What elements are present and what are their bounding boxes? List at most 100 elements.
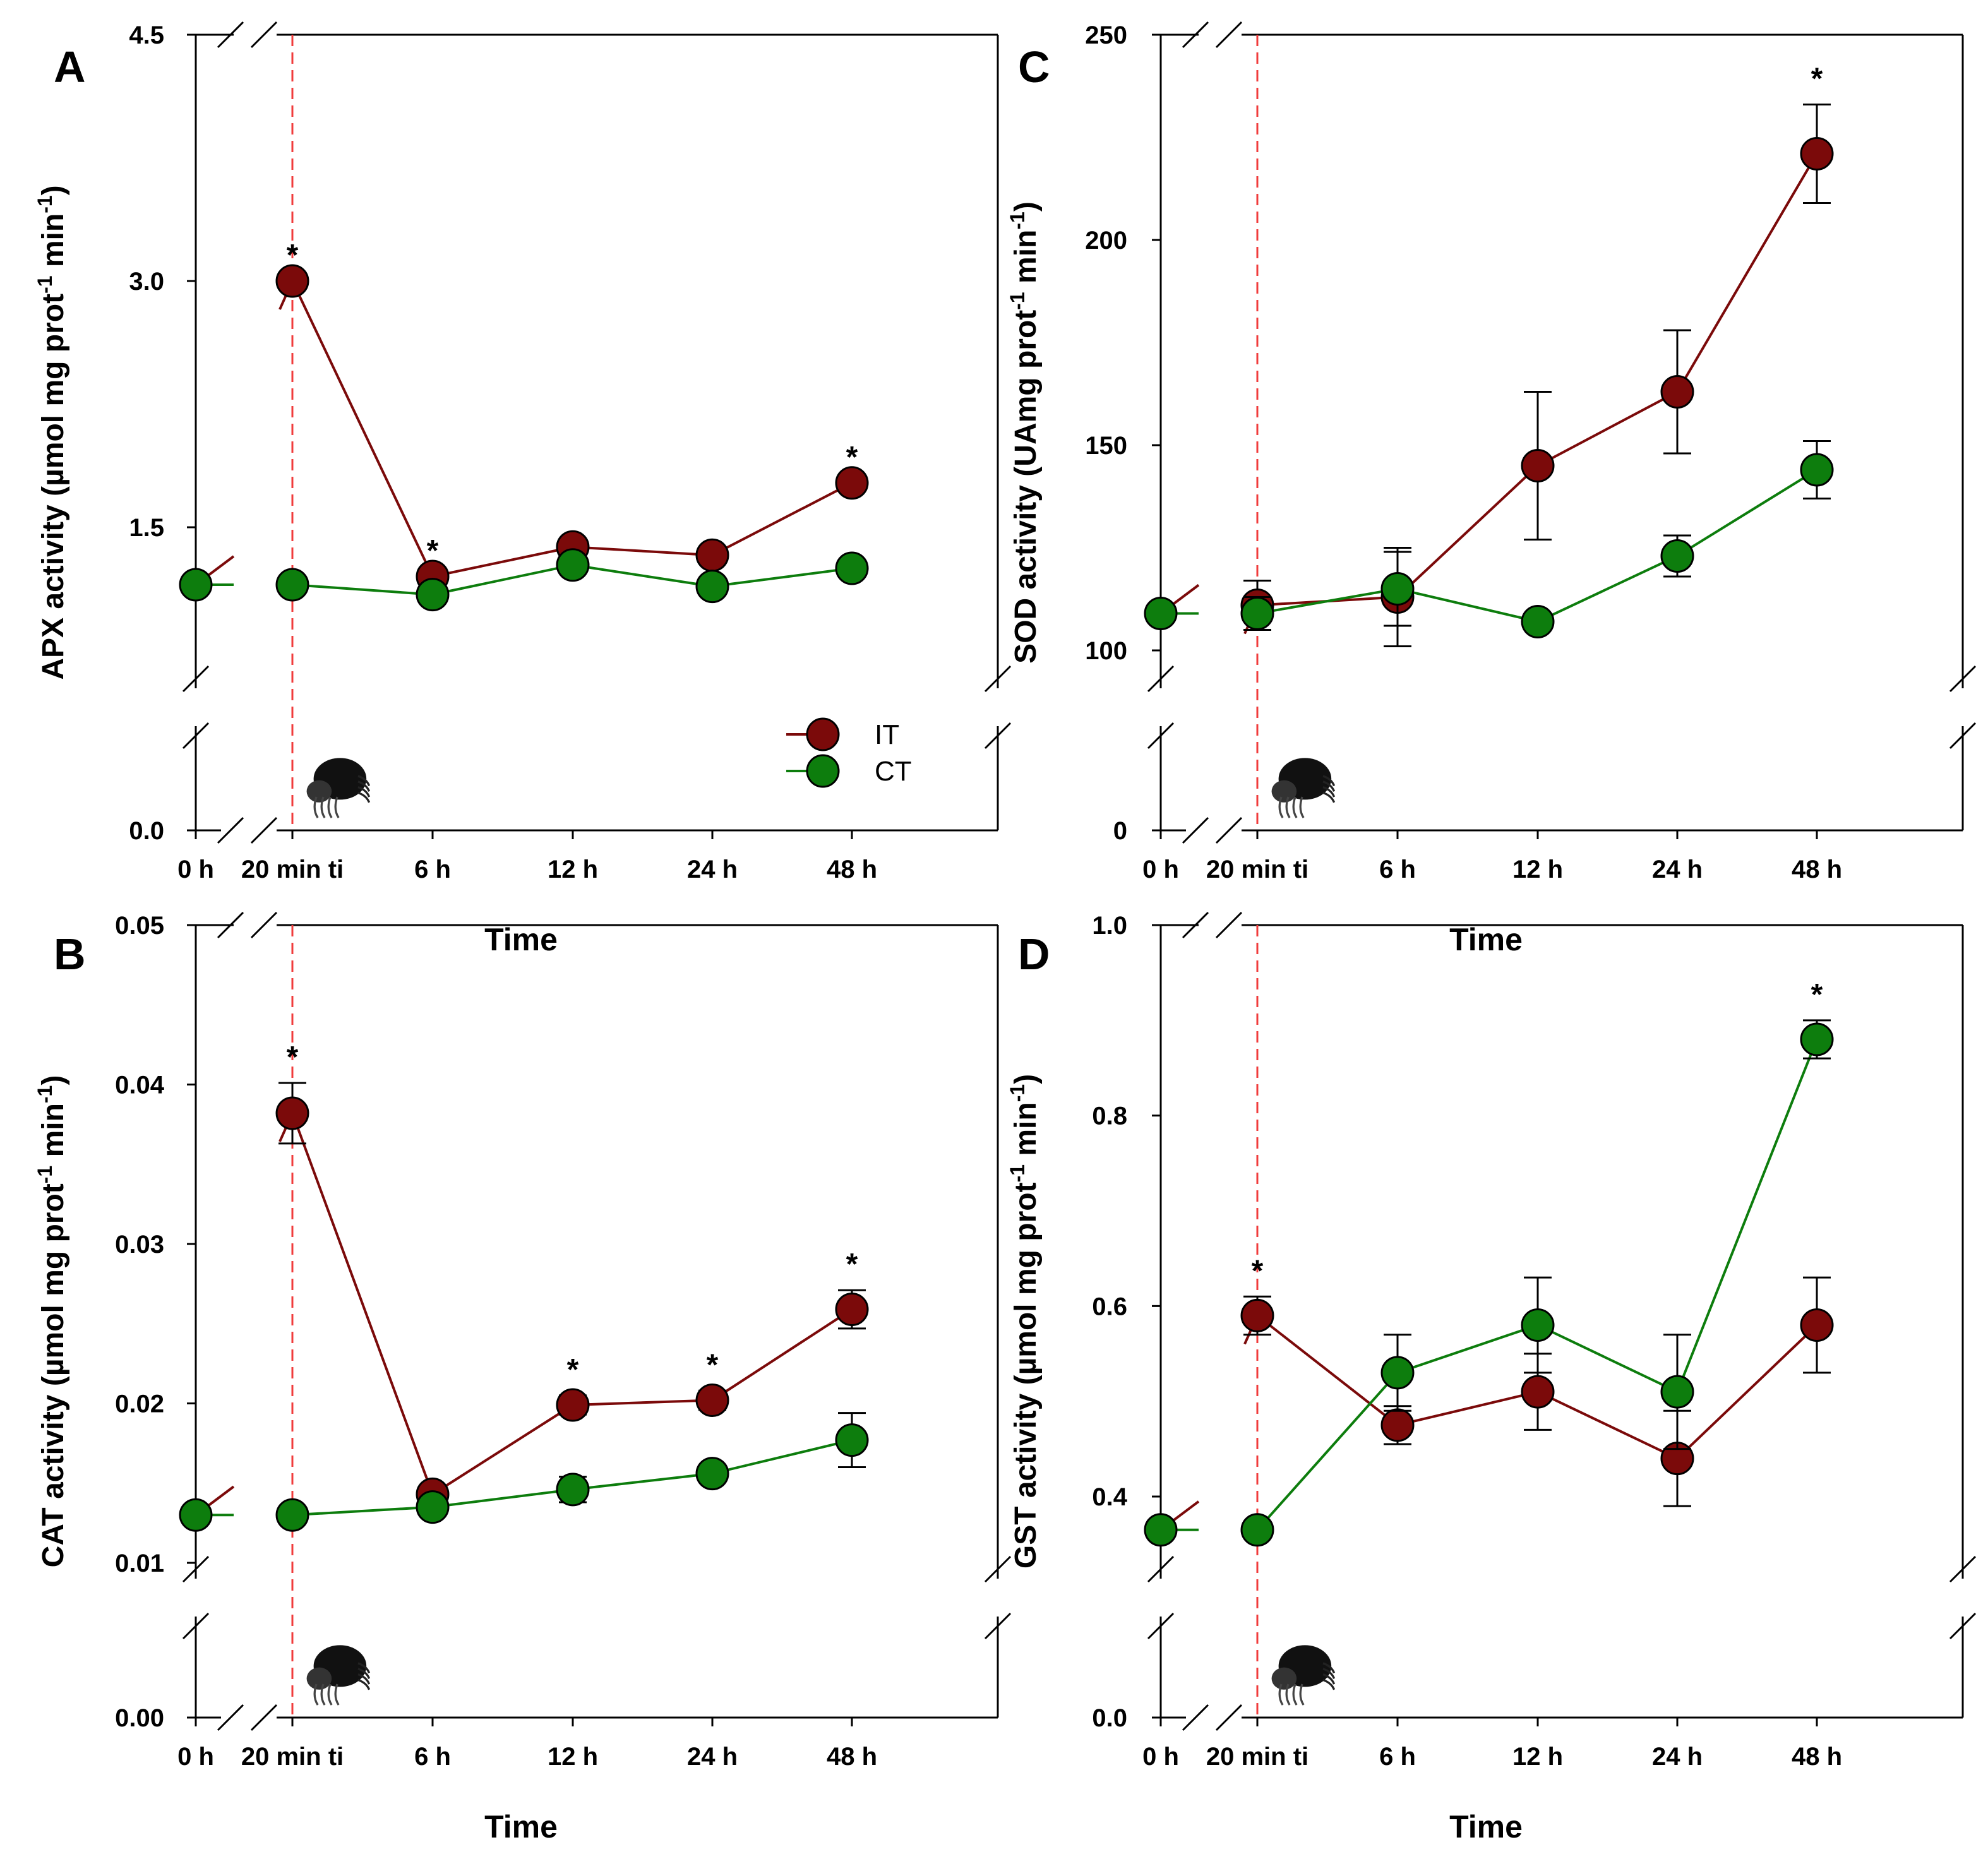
x-axis-title: Time <box>1449 1809 1523 1844</box>
series-it-line <box>291 1113 853 1497</box>
y-axis-title-part: min <box>37 213 70 276</box>
y-axis-title-part: ) <box>1009 1074 1043 1084</box>
x-axis-title: Time <box>484 922 558 957</box>
y-tick-label: 0.05 <box>115 912 164 940</box>
axis-break-mark <box>984 1555 1012 1583</box>
y-tick-label: 0.0 <box>1092 1704 1127 1732</box>
y-axis-title-part: CAT activity (µmol mg prot <box>37 1183 70 1567</box>
mite-leg <box>334 1683 340 1706</box>
mite-leg <box>1285 796 1291 818</box>
y-tick-label: 250 <box>1085 21 1127 49</box>
point-ct <box>1240 597 1274 630</box>
x-tick-label: 6 h <box>414 856 451 883</box>
point-ct <box>556 548 590 582</box>
point-ct <box>1521 605 1555 638</box>
x-tick-label: 24 h <box>1652 1743 1703 1771</box>
axis-break-mark <box>250 816 278 844</box>
x-tick-label: 0 h <box>177 1743 214 1771</box>
mite-leg <box>1299 1683 1305 1706</box>
y-tick-label: 0.01 <box>115 1550 164 1577</box>
mite-leg <box>1322 780 1336 792</box>
y-tick-label: 1.5 <box>129 514 164 542</box>
point-it <box>556 1388 590 1422</box>
mite-leg <box>313 796 319 818</box>
point-ct <box>1144 1513 1178 1547</box>
y-axis-title-sup: -1 <box>33 1085 56 1103</box>
point-ct <box>1521 1308 1555 1342</box>
point-ct <box>1240 1513 1274 1547</box>
significance-star: * <box>846 1248 858 1281</box>
point-ct <box>835 1423 869 1457</box>
point-ct <box>275 568 309 602</box>
mite-leg <box>1322 1662 1336 1674</box>
significance-star: * <box>707 1348 719 1382</box>
mite-icon <box>306 758 371 818</box>
axis-break-mark <box>1182 21 1209 49</box>
mite-leg <box>1322 791 1336 803</box>
mite-leg <box>1278 1683 1284 1706</box>
mite-leg <box>1299 796 1305 818</box>
legend-marker <box>806 717 840 751</box>
mite-leg <box>1322 1668 1336 1679</box>
point-ct <box>1660 539 1694 573</box>
point-it <box>695 1383 729 1417</box>
panel-letter: D <box>1018 930 1050 979</box>
mite-leg <box>357 786 371 798</box>
y-axis-title-sup: -1 <box>33 195 56 213</box>
mite-head <box>306 1667 332 1690</box>
significance-star: * <box>1811 63 1823 96</box>
axis-break-mark <box>984 665 1012 693</box>
axis-break-mark <box>1949 1612 1977 1640</box>
point-it <box>695 538 729 572</box>
y-axis-title-part: APX activity (µmol mg prot <box>37 294 70 680</box>
point-it <box>1521 449 1555 482</box>
mite-leg <box>327 1683 333 1706</box>
axis-break-mark <box>217 911 244 939</box>
mite-icon <box>1271 1645 1336 1706</box>
x-tick-label: 20 min ti <box>241 856 344 883</box>
axis-break-mark <box>250 21 278 49</box>
x-tick-label: 6 h <box>414 1743 451 1771</box>
mite-leg <box>1292 1683 1298 1706</box>
y-tick-label: 0.4 <box>1092 1483 1127 1511</box>
panel-letter: B <box>54 930 86 979</box>
axis-break-mark <box>1949 722 1977 750</box>
axis-break-mark <box>984 722 1012 750</box>
y-tick-label: 150 <box>1085 432 1127 460</box>
axis-break-mark <box>1215 911 1243 939</box>
x-tick-label: 48 h <box>1792 856 1842 883</box>
mite-leg <box>357 1668 371 1679</box>
x-tick-label: 48 h <box>1792 1743 1842 1771</box>
mite-leg <box>357 1662 371 1674</box>
x-tick-label: 20 min ti <box>241 1743 344 1771</box>
y-axis-title-sup: -1 <box>1006 212 1029 229</box>
axis-break-mark <box>1215 21 1243 49</box>
mite-head <box>306 780 332 803</box>
y-tick-label: 0 <box>1113 817 1127 845</box>
point-ct <box>179 568 213 602</box>
panel-b: 0.00 0.01 0.02 0.03 0.04 0.05 0 h 20 min ti 6 h 1… <box>33 911 1012 1844</box>
significance-star: * <box>846 441 858 474</box>
mite-leg <box>1278 796 1284 818</box>
y-tick-label: 0.0 <box>129 817 164 845</box>
significance-star: * <box>287 239 299 272</box>
y-tick-label: 0.00 <box>115 1704 164 1732</box>
axis-break-mark <box>182 1555 210 1583</box>
x-tick-label: 6 h <box>1379 856 1416 883</box>
y-tick-label: 3.0 <box>129 268 164 296</box>
axis-break-mark <box>217 1704 244 1731</box>
point-it <box>1380 1408 1415 1442</box>
axis-break-mark <box>984 1612 1012 1640</box>
axis-break-mark <box>217 21 244 49</box>
axis-break-mark <box>1182 1704 1209 1731</box>
x-tick-label: 12 h <box>1512 856 1563 883</box>
y-axis-title: GST activity (µmol mg prot-1 min-1) <box>1006 1074 1043 1569</box>
axis-break-mark <box>1147 722 1175 750</box>
mite-leg <box>313 1683 319 1706</box>
legend-label-ct: CT <box>875 756 912 787</box>
point-it <box>275 1096 309 1130</box>
axis-break-mark <box>1182 816 1209 844</box>
axis-break-mark <box>1215 816 1243 844</box>
panel-c: 0 100 150 200 250 0 h 20 min ti 6 h 12 h 24 h 48 h… <box>1006 21 1977 957</box>
